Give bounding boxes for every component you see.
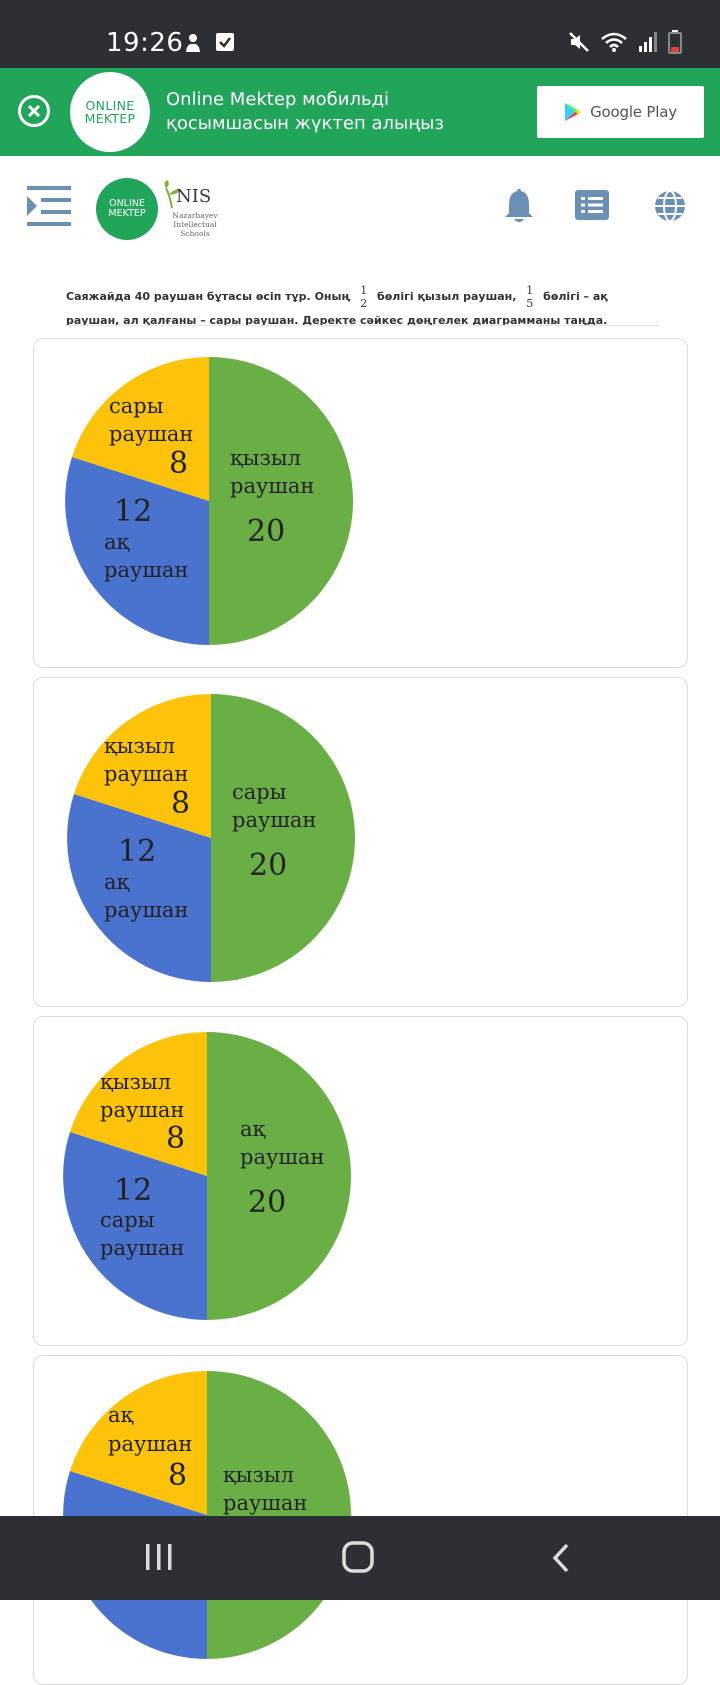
- large-slice-value: 20: [247, 514, 285, 549]
- question-part-2: бөлігі қызыл раушан,: [377, 290, 517, 303]
- pie-chart: сары раушан 20 қызыл раушан 8 12 ақ рауш…: [67, 694, 355, 982]
- top-slice-label-2: раушан: [109, 422, 193, 446]
- logo-text-line2: MEKTEP: [108, 208, 146, 219]
- battery-icon: [668, 30, 682, 54]
- home-button[interactable]: [341, 1540, 375, 1574]
- divider: [66, 325, 660, 326]
- pie-slice-large: [207, 1032, 351, 1320]
- large-slice-label-1: ақ: [240, 1117, 266, 1141]
- top-slice-label-2: раушан: [100, 1098, 184, 1122]
- fraction-numerator: 1: [360, 284, 368, 297]
- answer-option-2[interactable]: сары раушан 20 қызыл раушан 8 12 ақ рауш…: [33, 677, 688, 1007]
- back-button[interactable]: [550, 1542, 572, 1574]
- large-slice-label-2: раушан: [240, 1145, 324, 1169]
- nis-subtitle-2: Intellectual: [173, 220, 217, 229]
- globe-icon[interactable]: [653, 189, 687, 223]
- top-slice-label-1: қызыл: [100, 1070, 171, 1094]
- nis-title: NIS: [176, 186, 212, 207]
- online-mektep-logo: ONLINE MEKTEP: [70, 72, 150, 152]
- google-play-button[interactable]: Google Play: [537, 86, 704, 138]
- large-slice-label-2: раушан: [223, 1491, 307, 1515]
- large-slice-label-2: раушан: [232, 808, 316, 832]
- pie-chart: ақ раушан 20 қызыл раушан 8 12 сары рауш…: [63, 1032, 351, 1320]
- top-slice-value: 8: [171, 786, 190, 821]
- bottom-slice-label-1: ақ: [104, 530, 130, 554]
- top-slice-label-1: ақ: [108, 1403, 134, 1427]
- google-play-label: Google Play: [590, 103, 677, 121]
- mute-icon: [569, 32, 589, 52]
- nis-subtitle-1: Nazarbayev: [172, 211, 218, 220]
- answer-option-3[interactable]: ақ раушан 20 қызыл раушан 8 12 сары рауш…: [33, 1016, 688, 1346]
- system-navigation-bar: [0, 1516, 720, 1600]
- question-part-3: бөлігі – ақ раушан, ал қалғаны – сары ра…: [66, 290, 608, 327]
- pie-slice-top: [74, 694, 211, 838]
- pie-slice-bottom: [65, 457, 209, 645]
- pie-chart: қызыл раушан 20 сары раушан 8 12 ақ рауш…: [65, 357, 353, 645]
- bottom-slice-value: 12: [114, 1173, 152, 1208]
- wifi-icon: [601, 32, 627, 52]
- pie-slice-large: [209, 357, 353, 645]
- large-slice-label-2: раушан: [230, 474, 314, 498]
- logo-text-line1: ONLINE: [109, 198, 145, 209]
- signal-icon: [639, 32, 657, 52]
- large-slice-value: 20: [249, 848, 287, 883]
- app-download-banner: ONLINE MEKTEP Online Mektep мобильді қос…: [0, 68, 720, 156]
- nis-logo: NIS Nazarbayev Intellectual Schools: [162, 180, 222, 240]
- status-bar: 19:26: [0, 0, 720, 68]
- checkbox-notification-icon: [216, 33, 234, 51]
- recent-apps-button[interactable]: [144, 1542, 174, 1572]
- fraction-one-fifth: 1 5: [526, 284, 533, 310]
- close-banner-button[interactable]: [18, 95, 50, 127]
- large-slice-label-1: қызыл: [230, 446, 301, 470]
- nis-subtitle-3: Schools: [180, 229, 210, 238]
- pie-slice-top: [70, 1371, 207, 1515]
- large-slice-value: 20: [248, 1185, 286, 1220]
- bottom-slice-label-2: раушан: [104, 898, 188, 922]
- bottom-slice-label-2: раушан: [104, 558, 188, 582]
- status-time: 19:26: [106, 28, 184, 58]
- top-slice-label-1: қызыл: [104, 734, 175, 758]
- bottom-slice-value: 12: [118, 834, 156, 869]
- logo-text-line1: ONLINE: [85, 98, 135, 113]
- list-icon[interactable]: [575, 190, 609, 220]
- answer-option-1[interactable]: қызыл раушан 20 сары раушан 8 12 ақ рауш…: [33, 338, 688, 668]
- pie-slice-top: [70, 1032, 207, 1176]
- online-mektep-home-logo[interactable]: ONLINE MEKTEP: [96, 178, 158, 240]
- fraction-denominator: 2: [360, 297, 368, 310]
- top-navigation: ONLINE MEKTEP NIS Nazarbayev Intellectua…: [0, 156, 720, 256]
- pie-slice-bottom: [67, 794, 211, 982]
- top-slice-label-2: раушан: [108, 1432, 192, 1456]
- fraction-one-half: 1 2: [360, 284, 367, 310]
- large-slice-label-1: сары: [232, 780, 286, 804]
- menu-toggle-icon[interactable]: [27, 186, 71, 226]
- pie-slice-top: [72, 357, 209, 501]
- pie-slice-bottom: [63, 1132, 208, 1320]
- top-slice-label-2: раушан: [104, 762, 188, 786]
- pie-slice-large: [207, 1371, 351, 1659]
- google-play-icon: [565, 103, 582, 121]
- banner-message: Online Mektep мобильді қосымшасын жүктеп…: [166, 89, 444, 134]
- top-slice-label-1: сары: [109, 394, 163, 418]
- bell-icon[interactable]: [502, 189, 536, 225]
- notification-app-icon: [186, 34, 200, 52]
- top-slice-value: 8: [169, 446, 188, 481]
- question-text: Саяжайда 40 раушан бұтасы өсіп тұр. Оның…: [66, 284, 661, 332]
- fraction-numerator: 1: [526, 284, 534, 297]
- pie-slice-large: [211, 694, 355, 982]
- bottom-slice-label-1: сары: [100, 1208, 154, 1232]
- nis-sprout-icon: [164, 180, 180, 208]
- bottom-slice-label-1: ақ: [104, 870, 130, 894]
- top-slice-value: 8: [166, 1121, 185, 1156]
- bottom-slice-value: 12: [114, 494, 152, 529]
- fraction-denominator: 5: [526, 297, 534, 310]
- bottom-slice-label-2: раушан: [100, 1236, 184, 1260]
- close-icon: [27, 104, 41, 118]
- logo-text-line2: MEKTEP: [84, 111, 136, 126]
- large-slice-label-1: қызыл: [223, 1463, 294, 1487]
- top-slice-value: 8: [168, 1458, 187, 1493]
- question-part-1: Саяжайда 40 раушан бұтасы өсіп тұр. Оның: [66, 290, 351, 303]
